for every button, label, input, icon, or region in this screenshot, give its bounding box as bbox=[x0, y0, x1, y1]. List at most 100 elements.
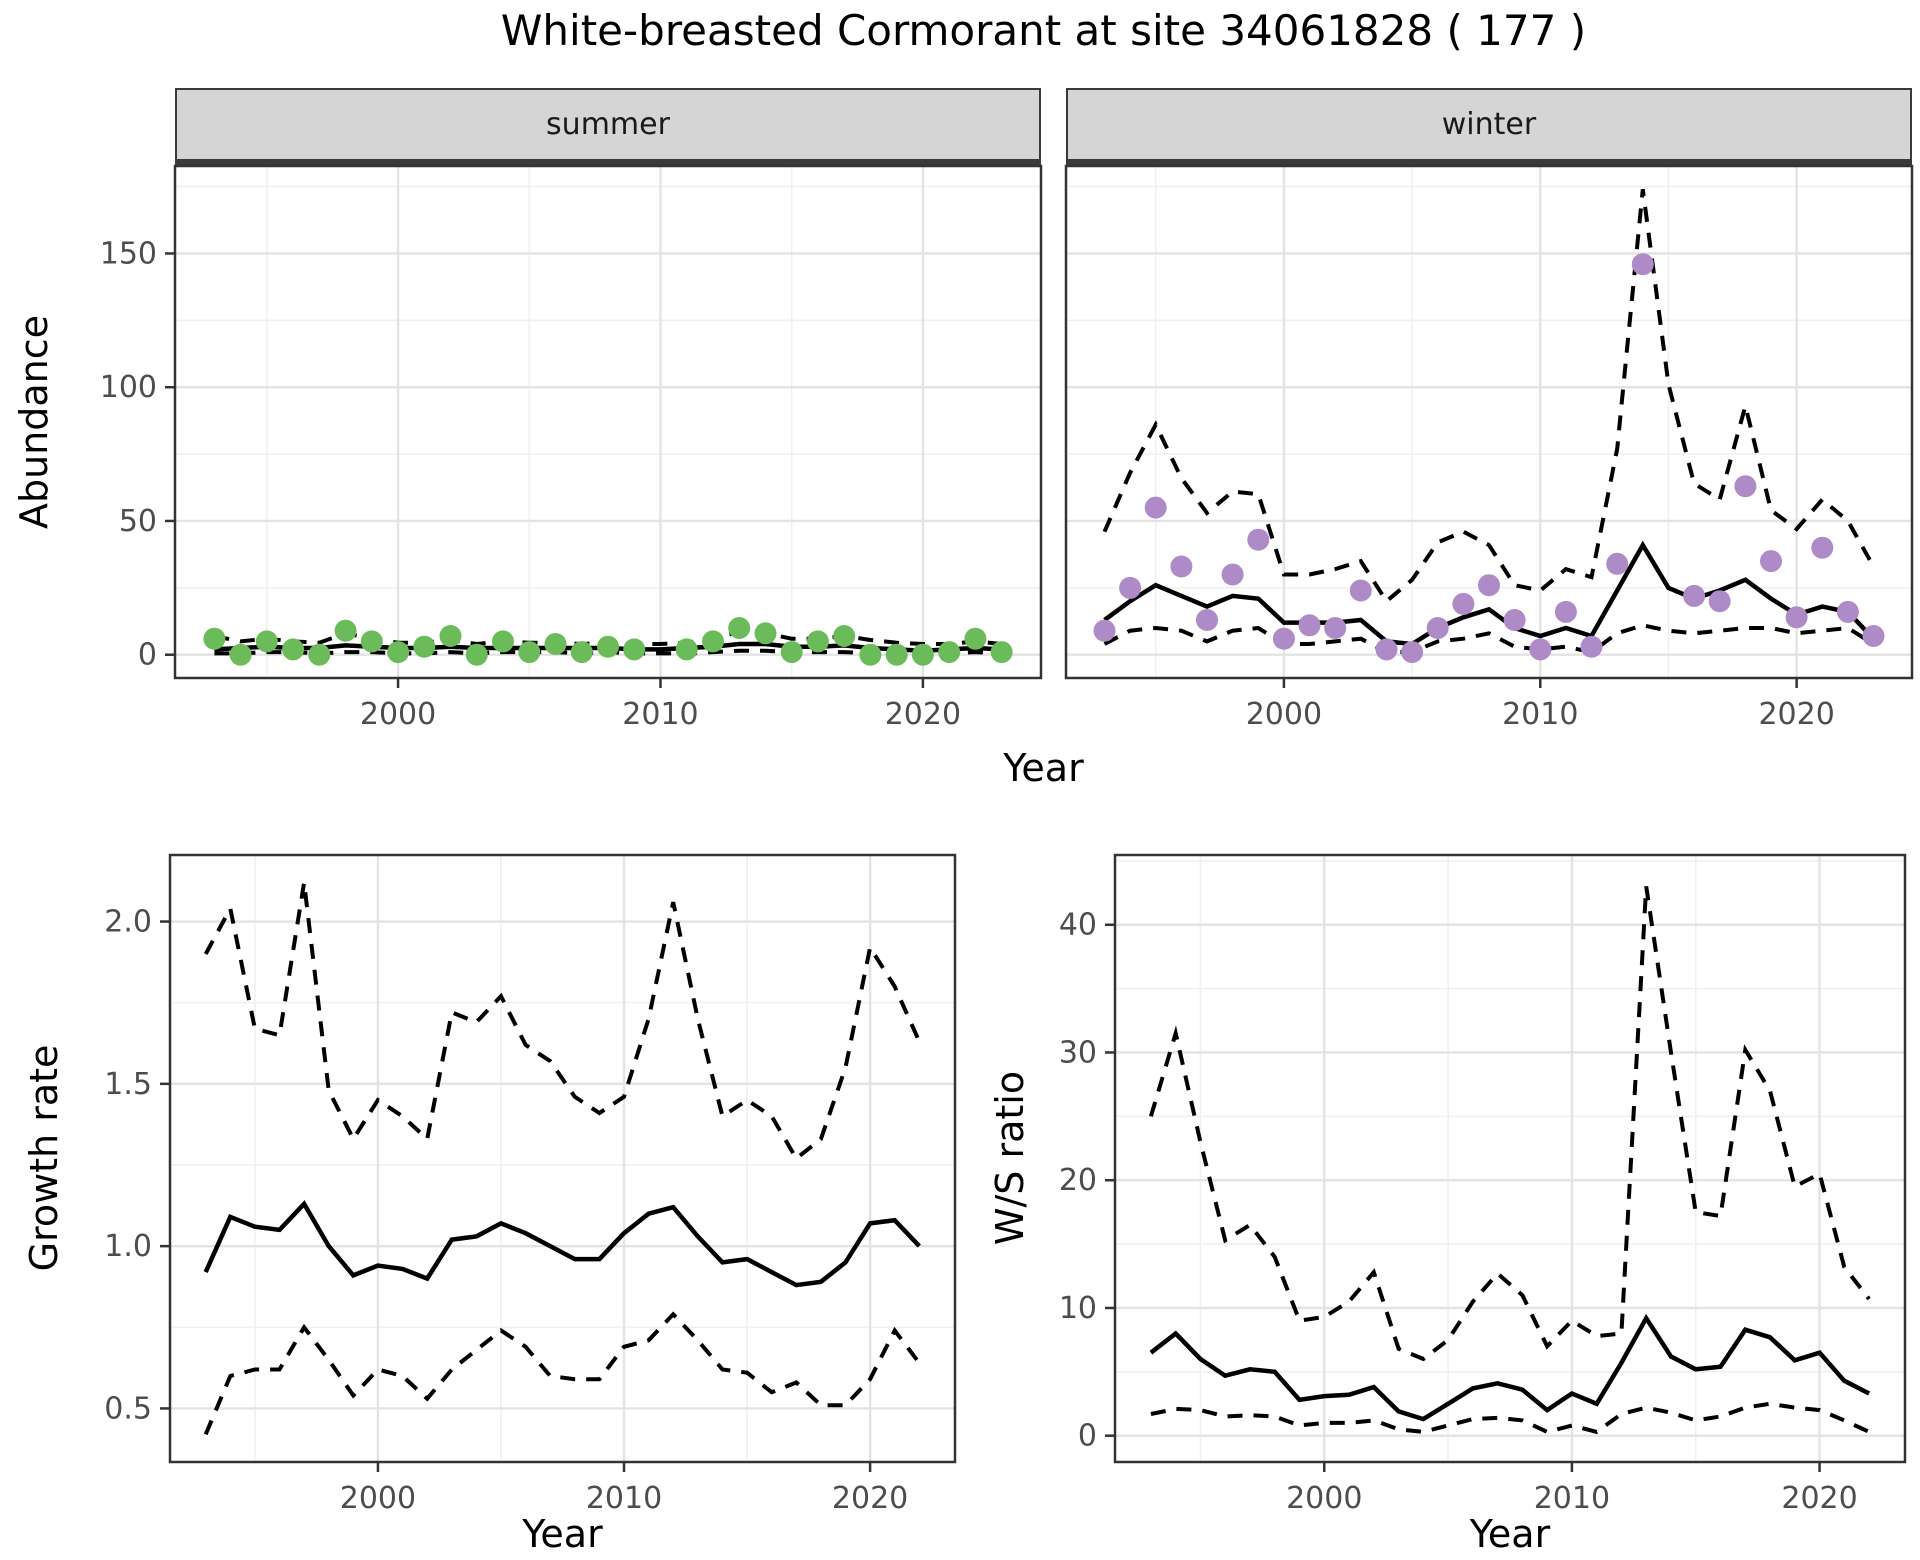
data-point bbox=[334, 619, 357, 642]
ws-ratio-x-axis-title: Year bbox=[1469, 1512, 1551, 1556]
data-point bbox=[1452, 592, 1475, 615]
data-point bbox=[1401, 641, 1424, 664]
y-tick-label: 1.5 bbox=[104, 1067, 152, 1102]
facet-strip-summer-label: summer bbox=[546, 107, 670, 142]
growth-rate-y-axis-title: Growth rate bbox=[22, 1044, 66, 1272]
facet-strip-summer: summer bbox=[175, 88, 1041, 166]
x-tick-label: 2020 bbox=[1781, 1481, 1857, 1516]
series-lower-ci-line bbox=[203, 1311, 921, 1436]
data-point bbox=[990, 641, 1013, 664]
grid-minor bbox=[1066, 166, 1912, 678]
data-point bbox=[806, 630, 829, 653]
data-point bbox=[1554, 600, 1577, 623]
series-upper-ci-line bbox=[1148, 886, 1871, 1362]
panel-border bbox=[1064, 164, 1914, 680]
data-point bbox=[413, 635, 436, 658]
grid-major bbox=[1066, 166, 1912, 678]
data-point bbox=[938, 641, 961, 664]
y-tick-label: 0.5 bbox=[104, 1391, 152, 1426]
data-point bbox=[439, 625, 462, 647]
y-tick-label: 40 bbox=[1059, 908, 1097, 943]
abundance-y-axis-title: Abundance bbox=[12, 314, 56, 530]
x-tick-label: 2020 bbox=[1758, 697, 1834, 732]
data-point bbox=[518, 641, 541, 664]
data-point bbox=[885, 643, 908, 666]
page-title: White-breasted Cormorant at site 3406182… bbox=[500, 6, 1587, 55]
x-tick-label: 2000 bbox=[1286, 1481, 1362, 1516]
data-point bbox=[1503, 609, 1526, 631]
data-point bbox=[1785, 606, 1808, 629]
data-point bbox=[255, 630, 278, 653]
grid-minor bbox=[170, 855, 955, 1462]
y-tick-label: 50 bbox=[119, 504, 157, 539]
data-point bbox=[1631, 253, 1654, 276]
y-tick-label: 0 bbox=[1078, 1419, 1097, 1454]
data-point bbox=[1760, 550, 1782, 573]
data-point bbox=[544, 633, 567, 655]
y-tick-label: 0 bbox=[138, 638, 157, 673]
data-point bbox=[1478, 574, 1500, 597]
data-point bbox=[203, 627, 226, 650]
data-point bbox=[1862, 625, 1885, 647]
series-estimate-line bbox=[1103, 540, 1876, 647]
data-point bbox=[465, 643, 488, 666]
abundance-x-axis-title: Year bbox=[1003, 746, 1084, 790]
y-tick-label: 30 bbox=[1059, 1035, 1097, 1070]
y-tick-label: 1.0 bbox=[104, 1229, 152, 1264]
panel-border bbox=[168, 853, 957, 1464]
data-point bbox=[780, 641, 803, 664]
data-point bbox=[1247, 528, 1270, 551]
series-estimate-line bbox=[1149, 1313, 1871, 1422]
abundance_winter-panel: 2000 2010 2020 bbox=[1064, 164, 1914, 732]
data-point bbox=[387, 641, 410, 664]
x-axis: 2000 2010 2020 bbox=[360, 678, 961, 732]
y-axis: 0 10 20 30 40 bbox=[1059, 908, 1115, 1454]
data-point bbox=[728, 617, 751, 639]
facet-strip-winter: winter bbox=[1066, 88, 1912, 166]
data-point bbox=[1811, 536, 1834, 559]
series-lower-ci-line bbox=[1150, 1401, 1870, 1435]
data-point bbox=[597, 635, 619, 658]
x-tick-label: 2000 bbox=[340, 1481, 416, 1516]
panel-border bbox=[1113, 853, 1907, 1464]
y-tick-label: 2.0 bbox=[104, 905, 152, 940]
panel-background bbox=[170, 855, 955, 1462]
facet-strip-winter-label: winter bbox=[1441, 107, 1537, 142]
data-point bbox=[1580, 635, 1603, 658]
y-tick-label: 100 bbox=[100, 370, 157, 405]
data-point bbox=[754, 622, 777, 645]
abundance_summer-panel: 2000 2010 2020 0 50 100 150 bbox=[100, 164, 1043, 732]
series-lower-ci-line bbox=[1103, 623, 1875, 655]
series-upper-ci-line bbox=[1102, 189, 1876, 605]
data-point bbox=[702, 630, 724, 653]
y-tick-label: 20 bbox=[1059, 1163, 1097, 1198]
data-point bbox=[570, 641, 593, 664]
data-point bbox=[911, 643, 934, 666]
grid-minor bbox=[175, 166, 1041, 678]
data-point bbox=[1221, 563, 1244, 586]
data-point bbox=[1606, 552, 1629, 575]
grid-major bbox=[1115, 855, 1905, 1462]
data-point bbox=[623, 638, 646, 661]
data-point bbox=[833, 625, 856, 647]
growth_rate-panel: 2000 2010 2020 0.5 1.0 1.5 2.0 bbox=[104, 853, 957, 1516]
y-axis: 0.5 1.0 1.5 2.0 bbox=[104, 905, 170, 1426]
data-point bbox=[282, 638, 305, 661]
data-point bbox=[1836, 600, 1859, 623]
panel-border bbox=[173, 164, 1043, 680]
data-point bbox=[1708, 590, 1731, 613]
data-point bbox=[1529, 638, 1552, 661]
data-point bbox=[1683, 584, 1706, 607]
data-point bbox=[1298, 614, 1321, 637]
x-tick-label: 2000 bbox=[1246, 697, 1322, 732]
data-point bbox=[964, 627, 987, 650]
growth-rate-x-axis-title: Year bbox=[522, 1512, 603, 1556]
data-point bbox=[1196, 609, 1218, 631]
ws-ratio-y-axis-title: W/S ratio bbox=[988, 1070, 1032, 1246]
series-upper-ci-line bbox=[203, 882, 922, 1162]
x-tick-label: 2010 bbox=[586, 1481, 662, 1516]
data-point bbox=[308, 643, 331, 666]
x-tick-label: 2010 bbox=[1502, 697, 1578, 732]
x-tick-label: 2010 bbox=[1534, 1481, 1610, 1516]
